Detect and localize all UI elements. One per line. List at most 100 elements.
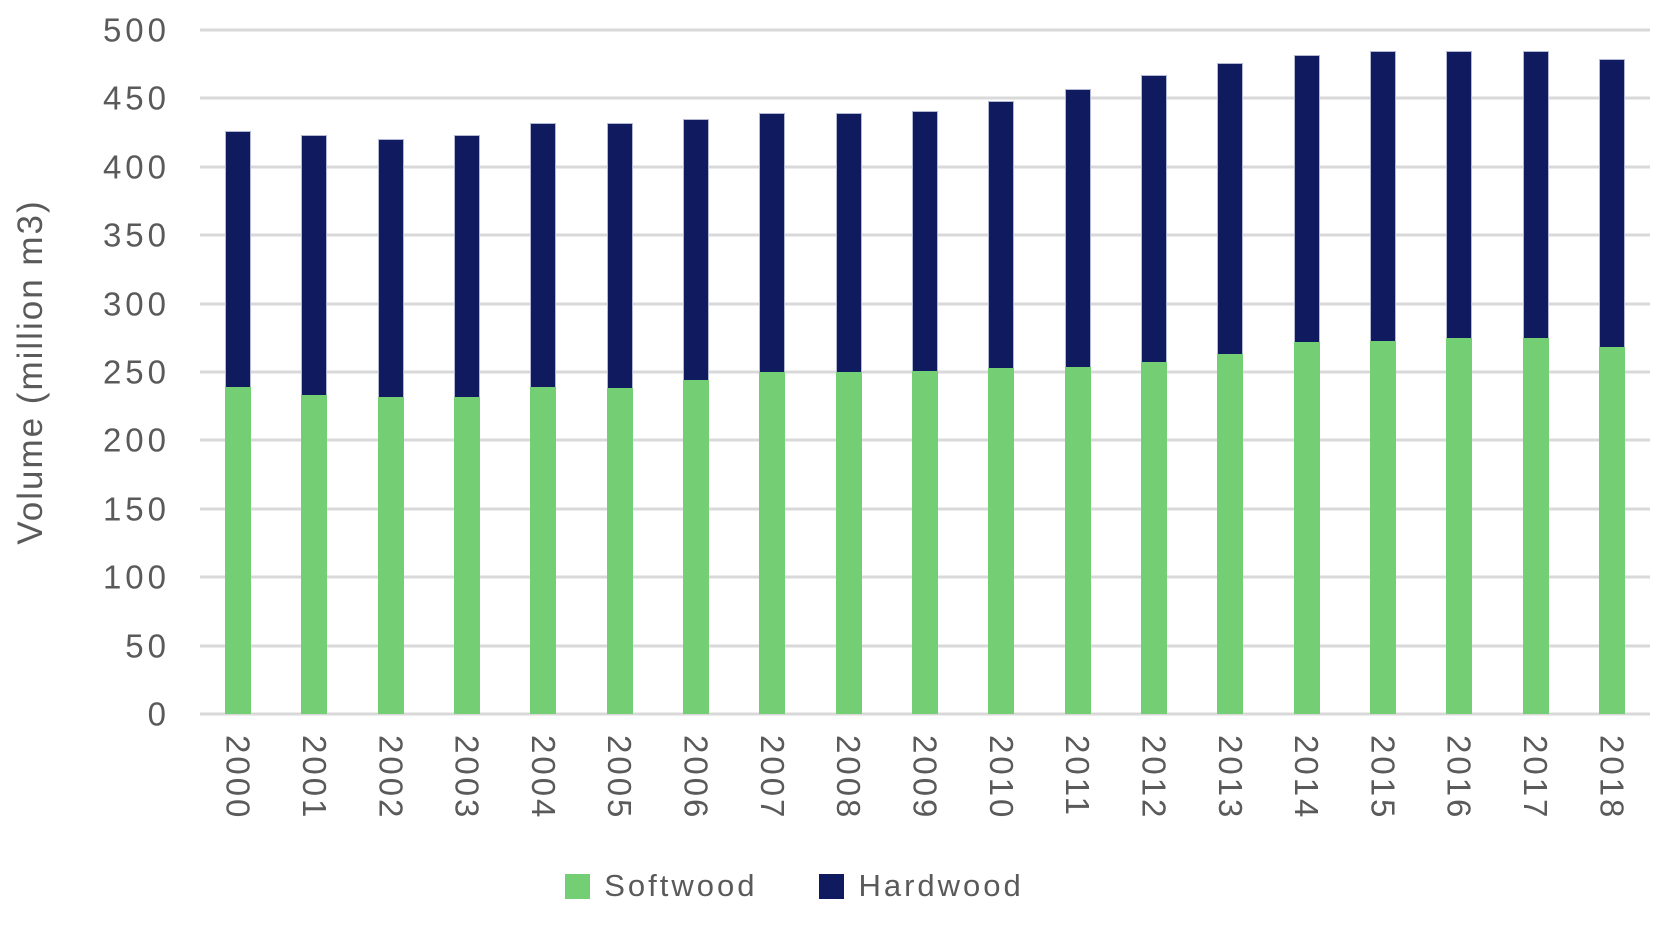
legend-label-hardwood: Hardwood bbox=[858, 868, 1024, 903]
bar-2001 bbox=[301, 30, 328, 714]
x-tick-label: 2012 bbox=[1135, 735, 1173, 821]
x-axis-labels: 2000 2001 2002 2003 2004 2005 2006 2007 2008 2009… bbox=[200, 714, 1650, 874]
x-tick-label: 2002 bbox=[372, 735, 410, 821]
softwood-segment bbox=[835, 372, 862, 714]
bar-2004 bbox=[530, 30, 557, 714]
y-tick-label: 50 bbox=[125, 627, 170, 665]
legend-label-softwood: Softwood bbox=[604, 868, 758, 903]
hardwood-segment bbox=[606, 123, 633, 389]
hardwood-segment bbox=[759, 113, 786, 372]
x-tick-label: 2015 bbox=[1364, 735, 1402, 821]
bar-2008 bbox=[835, 30, 862, 714]
hardwood-segment bbox=[1293, 54, 1320, 342]
hardwood-segment bbox=[1522, 50, 1549, 338]
softwood-segment bbox=[988, 367, 1015, 714]
bar-2017 bbox=[1522, 30, 1549, 714]
softwood-segment bbox=[1446, 337, 1473, 714]
x-tick-label: 2013 bbox=[1211, 735, 1249, 821]
legend-item-hardwood: Hardwood bbox=[819, 868, 1023, 904]
softwood-segment bbox=[912, 370, 938, 714]
y-tick-label: 100 bbox=[102, 558, 170, 596]
y-tick-label: 450 bbox=[102, 79, 170, 117]
softwood-segment bbox=[377, 396, 404, 714]
y-tick-label: 350 bbox=[102, 216, 170, 254]
x-tick-label: 2007 bbox=[753, 735, 791, 821]
legend: Softwood Hardwood bbox=[0, 868, 1669, 904]
x-axis-baseline bbox=[200, 712, 1650, 716]
x-tick-label: 2018 bbox=[1593, 735, 1631, 821]
legend-item-softwood: Softwood bbox=[565, 868, 757, 904]
bar-2009 bbox=[912, 30, 938, 714]
bar-2000 bbox=[225, 30, 252, 714]
bar-2016 bbox=[1446, 30, 1473, 714]
gridline bbox=[200, 28, 1650, 32]
x-tick-label: 2017 bbox=[1517, 735, 1555, 821]
softwood-segment bbox=[454, 396, 481, 714]
x-tick-label: 2010 bbox=[982, 735, 1020, 821]
hardwood-segment bbox=[1598, 58, 1625, 348]
hardwood-segment bbox=[1369, 50, 1396, 341]
x-tick-label: 2008 bbox=[830, 735, 868, 821]
bar-2018 bbox=[1598, 30, 1625, 714]
hardwood-segment bbox=[912, 110, 938, 371]
softwood-segment bbox=[301, 395, 328, 714]
hardwood-segment bbox=[683, 118, 710, 381]
y-tick-label: 500 bbox=[102, 11, 170, 49]
x-tick-label: 2011 bbox=[1059, 735, 1097, 818]
bar-2014 bbox=[1293, 30, 1320, 714]
x-tick-label: 2016 bbox=[1440, 735, 1478, 821]
legend-swatch-hardwood bbox=[819, 873, 845, 899]
y-tick-label: 200 bbox=[102, 421, 170, 459]
hardwood-segment bbox=[225, 131, 252, 388]
softwood-segment bbox=[1140, 362, 1167, 714]
softwood-segment bbox=[1522, 337, 1549, 714]
y-tick-label: 400 bbox=[102, 148, 170, 186]
bar-2012 bbox=[1140, 30, 1167, 714]
softwood-segment bbox=[530, 387, 557, 714]
hardwood-segment bbox=[454, 135, 481, 397]
softwood-segment bbox=[1217, 354, 1244, 714]
hardwood-segment bbox=[835, 113, 862, 372]
x-tick-label: 2000 bbox=[219, 735, 257, 821]
softwood-segment bbox=[683, 380, 710, 714]
bar-2005 bbox=[606, 30, 633, 714]
softwood-segment bbox=[1598, 347, 1625, 714]
y-tick-label: 250 bbox=[102, 353, 170, 391]
softwood-segment bbox=[1293, 341, 1320, 714]
softwood-segment bbox=[759, 372, 786, 714]
bar-2011 bbox=[1064, 30, 1091, 714]
bar-2015 bbox=[1369, 30, 1396, 714]
y-tick-label: 150 bbox=[102, 490, 170, 528]
hardwood-segment bbox=[301, 135, 328, 396]
bar-2002 bbox=[377, 30, 404, 714]
hardwood-segment bbox=[1217, 62, 1244, 355]
gridline bbox=[200, 96, 1650, 100]
hardwood-segment bbox=[988, 101, 1015, 368]
softwood-segment bbox=[1369, 340, 1396, 714]
bar-2013 bbox=[1217, 30, 1244, 714]
hardwood-segment bbox=[1140, 75, 1167, 363]
bar-2007 bbox=[759, 30, 786, 714]
bar-2006 bbox=[683, 30, 710, 714]
softwood-segment bbox=[1064, 366, 1091, 714]
hardwood-segment bbox=[1446, 50, 1473, 338]
x-tick-label: 2001 bbox=[295, 735, 333, 821]
y-tick-label: 0 bbox=[147, 695, 170, 733]
y-axis-ticks: 0 50 100 150 200 250 300 350 400 450 500 bbox=[0, 14, 170, 731]
softwood-segment bbox=[606, 388, 633, 714]
hardwood-segment bbox=[1064, 88, 1091, 367]
softwood-segment bbox=[225, 387, 252, 714]
legend-swatch-softwood bbox=[565, 873, 591, 899]
hardwood-segment bbox=[377, 139, 404, 397]
bar-2010 bbox=[988, 30, 1015, 714]
x-tick-label: 2004 bbox=[524, 735, 562, 821]
plot-area bbox=[200, 28, 1650, 716]
x-tick-label: 2014 bbox=[1288, 735, 1326, 821]
x-tick-label: 2006 bbox=[677, 735, 715, 821]
hardwood-segment bbox=[530, 123, 557, 388]
x-tick-label: 2005 bbox=[601, 735, 639, 821]
x-tick-label: 2003 bbox=[448, 735, 486, 821]
x-tick-label: 2009 bbox=[906, 735, 944, 821]
bar-2003 bbox=[454, 30, 481, 714]
